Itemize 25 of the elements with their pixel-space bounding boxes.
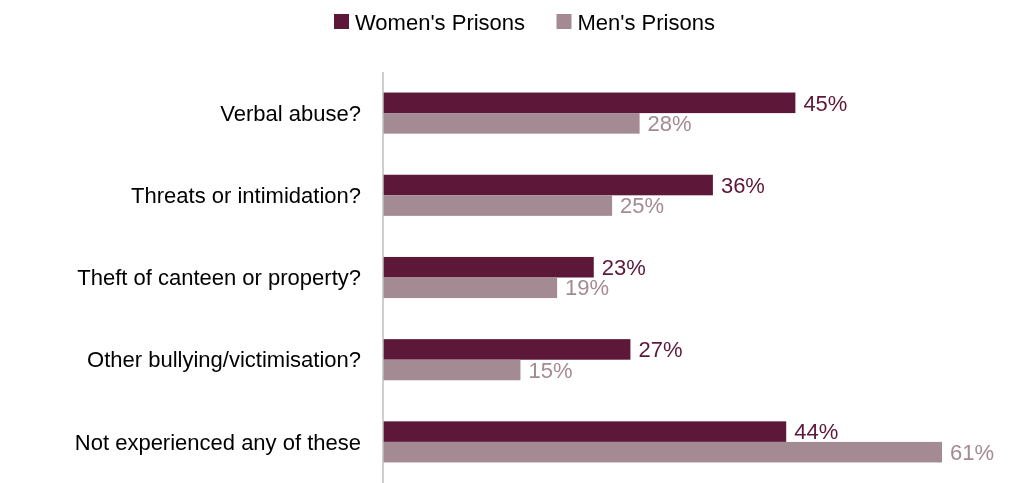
data-label: 61% — [950, 439, 995, 465]
bar — [383, 359, 521, 381]
data-label: 28% — [647, 111, 692, 137]
bar — [383, 174, 713, 196]
bar — [383, 256, 594, 278]
bar — [383, 441, 942, 463]
data-label: 25% — [620, 193, 665, 219]
data-label: 45% — [803, 90, 848, 116]
data-label: 44% — [794, 419, 839, 445]
y-tick-label: Theft of canteen or property? — [77, 265, 361, 291]
data-label: 36% — [720, 172, 765, 198]
bar — [383, 195, 613, 216]
y-tick-label: Threats or intimidation? — [131, 183, 361, 208]
legend-label: Women's Prisons — [355, 9, 526, 35]
bar — [383, 277, 558, 299]
data-label: 27% — [638, 337, 683, 363]
legend-label: Men's Prisons — [577, 9, 715, 35]
bar — [383, 421, 787, 442]
y-tick-label: Not experienced any of these — [74, 429, 361, 455]
data-label: 15% — [528, 357, 573, 383]
y-tick-label: Other bullying/victimisation? — [87, 347, 361, 373]
bar — [383, 113, 640, 134]
bar — [383, 339, 631, 360]
y-tick-label: Verbal abuse? — [220, 100, 361, 126]
bar — [383, 92, 796, 114]
